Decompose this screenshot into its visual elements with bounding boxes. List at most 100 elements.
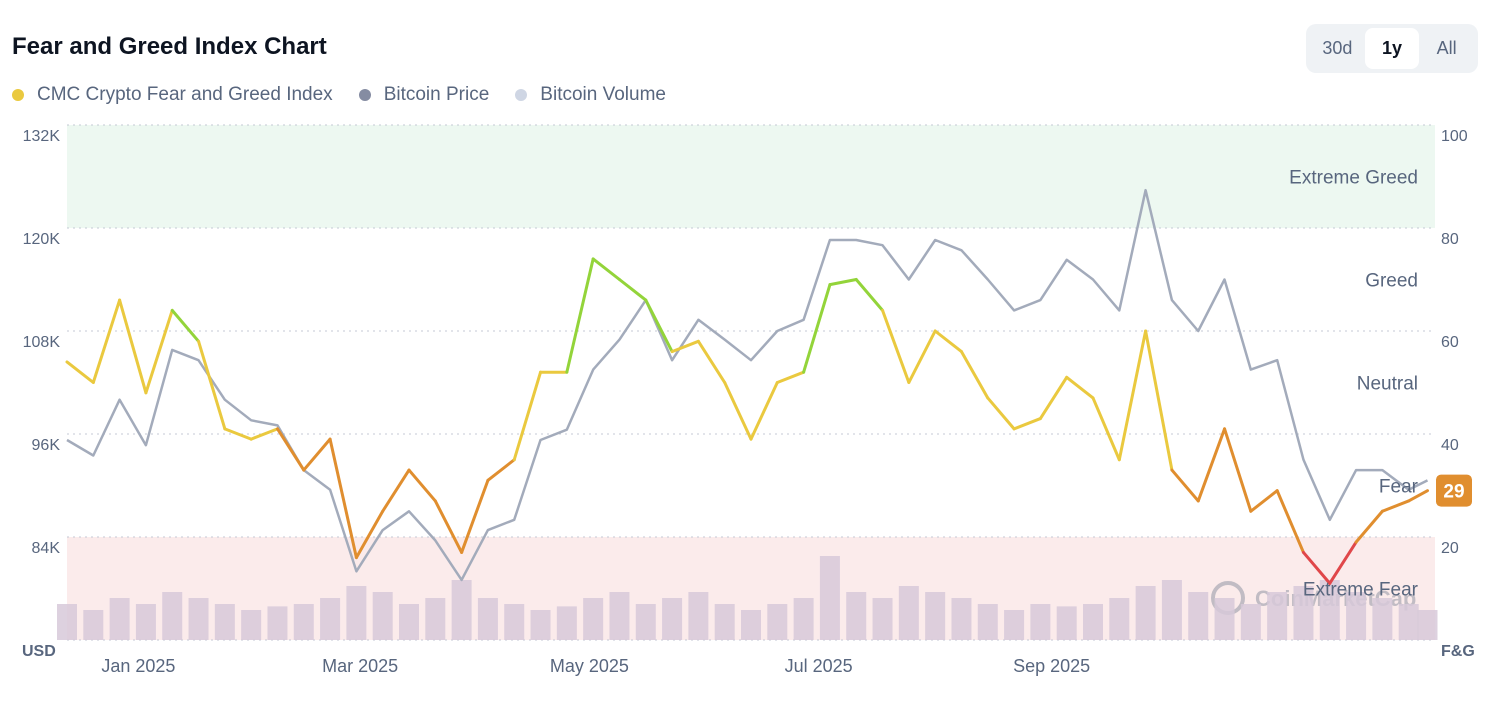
fear-greed-segment bbox=[565, 257, 595, 374]
range-button-30d[interactable]: 30d bbox=[1322, 38, 1353, 58]
volume-bar bbox=[688, 592, 709, 640]
fear-greed-segment bbox=[407, 468, 437, 503]
fear-greed-segment bbox=[460, 478, 490, 554]
volume-bar bbox=[83, 610, 104, 640]
volume-bar bbox=[241, 610, 262, 640]
volume-bar bbox=[1109, 598, 1130, 640]
fear-greed-segment bbox=[986, 396, 1016, 431]
volume-bar bbox=[530, 610, 551, 640]
volume-bar bbox=[767, 604, 788, 640]
fear-greed-segment bbox=[433, 499, 464, 554]
volume-bar bbox=[214, 604, 235, 640]
fear-greed-segment bbox=[907, 329, 937, 384]
fear-greed-segment bbox=[644, 298, 674, 354]
zone-label: Greed bbox=[1365, 271, 1418, 292]
fear-greed-segment bbox=[1117, 329, 1148, 462]
volume-bar bbox=[583, 598, 604, 640]
volume-bar bbox=[346, 586, 367, 640]
left-tick-label: 108K bbox=[23, 334, 61, 351]
fear-greed-segment bbox=[118, 298, 148, 395]
fear-greed-segment bbox=[1196, 427, 1227, 503]
volume-bar bbox=[1004, 610, 1025, 640]
fear-greed-segment bbox=[354, 509, 385, 560]
right-tick-label: 100 bbox=[1441, 128, 1468, 145]
right-tick-label: 80 bbox=[1441, 231, 1459, 248]
fear-greed-segment bbox=[854, 278, 885, 312]
fear-greed-segment bbox=[197, 339, 227, 431]
range-button-all[interactable]: All bbox=[1436, 38, 1457, 58]
volume-bar bbox=[635, 604, 656, 640]
volume-bar bbox=[293, 604, 314, 640]
volume-bar bbox=[1188, 592, 1209, 640]
volume-bar bbox=[556, 606, 577, 640]
fear-greed-segment bbox=[775, 370, 806, 384]
zone-band bbox=[67, 125, 1435, 228]
volume-bar bbox=[714, 604, 735, 640]
legend-item-fear-greed[interactable]: CMC Crypto Fear and Greed Index bbox=[12, 84, 333, 106]
volume-bar bbox=[188, 598, 209, 640]
fear-greed-segment bbox=[617, 278, 648, 302]
volume-bar bbox=[819, 556, 840, 640]
volume-bar bbox=[372, 592, 393, 640]
chart-title: Fear and Greed Index Chart bbox=[12, 33, 327, 60]
fear-greed-segment bbox=[1275, 489, 1305, 554]
volume-bar bbox=[741, 610, 761, 640]
fear-greed-segment bbox=[1012, 417, 1042, 431]
left-tick-label: 96K bbox=[32, 437, 61, 454]
fear-greed-segment bbox=[723, 381, 753, 441]
fear-greed-segment bbox=[802, 283, 832, 374]
fear-greed-segment bbox=[1065, 375, 1095, 400]
volume-bar bbox=[267, 606, 288, 640]
fear-greed-segment bbox=[328, 437, 358, 560]
volume-bar bbox=[925, 592, 946, 640]
x-tick-label: Mar 2025 bbox=[322, 656, 398, 676]
fear-greed-segment bbox=[591, 257, 621, 281]
legend-dot-icon bbox=[515, 89, 528, 101]
legend-label: CMC Crypto Fear and Greed Index bbox=[37, 84, 333, 105]
volume-bar bbox=[1056, 606, 1077, 640]
volume-bar bbox=[1319, 580, 1340, 640]
fear-greed-segment bbox=[249, 427, 279, 441]
volume-bar bbox=[477, 598, 498, 640]
volume-bar bbox=[1293, 586, 1314, 640]
fear-greed-segment bbox=[1091, 396, 1121, 462]
fear-greed-segment bbox=[223, 427, 253, 441]
right-axis-unit: F&G bbox=[1441, 643, 1475, 660]
volume-bar bbox=[846, 592, 867, 640]
x-tick-label: Sep 2025 bbox=[1013, 656, 1090, 676]
current-value-badge bbox=[1436, 474, 1472, 507]
legend-item-bitcoin-volume[interactable]: Bitcoin Volume bbox=[515, 84, 666, 106]
fear-greed-segment bbox=[933, 329, 963, 354]
fear-greed-segment bbox=[91, 298, 122, 384]
volume-bar bbox=[399, 604, 419, 640]
range-button-1y[interactable]: 1y bbox=[1364, 28, 1420, 69]
left-axis-unit: USD bbox=[22, 643, 56, 660]
volume-bar bbox=[951, 598, 972, 640]
fear-greed-segment bbox=[696, 339, 727, 384]
fear-greed-segment bbox=[1249, 489, 1279, 513]
legend-item-bitcoin-price[interactable]: Bitcoin Price bbox=[358, 84, 489, 106]
fear-greed-segment bbox=[275, 427, 306, 472]
fear-greed-segment bbox=[302, 437, 332, 472]
volume-bar bbox=[451, 580, 472, 640]
volume-bar bbox=[320, 598, 341, 640]
fear-greed-segment bbox=[1354, 509, 1384, 544]
left-tick-label: 132K bbox=[23, 128, 61, 145]
fear-greed-segment bbox=[1328, 540, 1358, 585]
volume-bar bbox=[1240, 604, 1261, 640]
fear-greed-segment bbox=[1301, 550, 1332, 585]
fear-greed-segment bbox=[486, 458, 516, 482]
fear-greed-segment bbox=[1407, 489, 1429, 503]
current-value-text: 29 bbox=[1443, 482, 1464, 503]
zone-label: Fear bbox=[1379, 477, 1419, 498]
fear-greed-segment bbox=[1380, 499, 1411, 513]
zone-label: Extreme Greed bbox=[1289, 168, 1418, 189]
volume-bar bbox=[1161, 580, 1182, 640]
legend-dot-icon bbox=[358, 89, 371, 101]
fear-greed-segment bbox=[1038, 375, 1069, 421]
volume-bar bbox=[109, 598, 130, 640]
fear-greed-segment bbox=[512, 370, 543, 462]
fear-greed-segment bbox=[1144, 329, 1174, 472]
volume-bar bbox=[1398, 604, 1419, 640]
